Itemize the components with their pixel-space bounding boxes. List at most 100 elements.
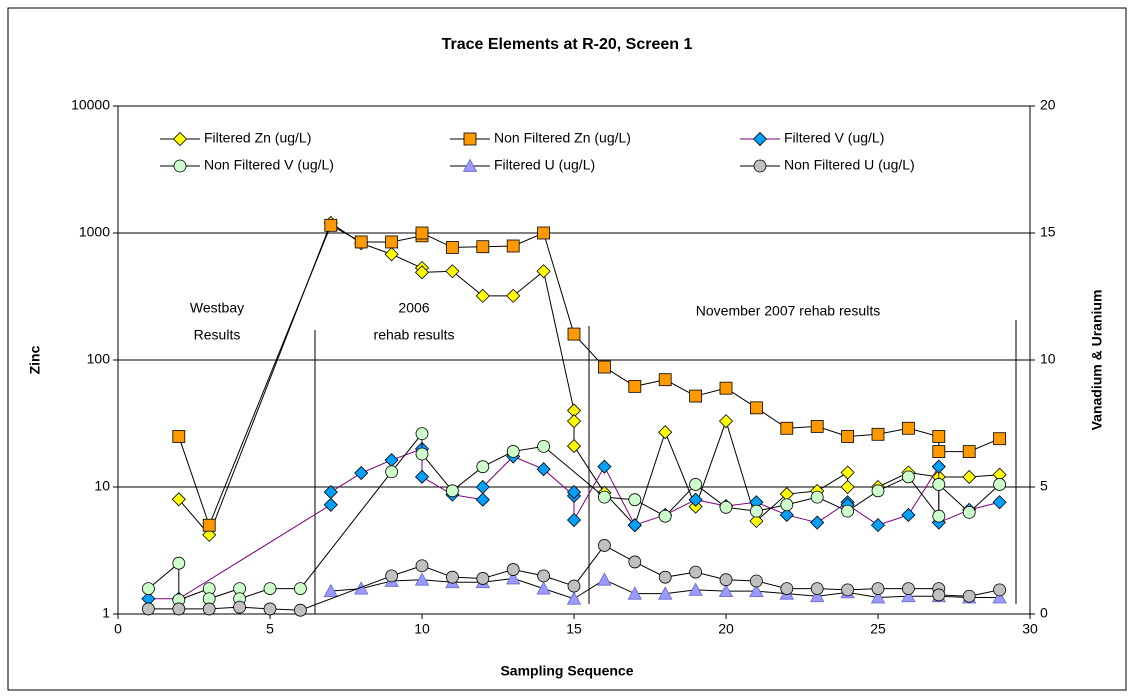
marker	[567, 579, 581, 593]
annotation: 2006	[398, 300, 429, 316]
y2-tick-label: 15	[1040, 224, 1056, 240]
annotation: rehab results	[374, 327, 455, 343]
plot-frame	[117, 105, 1031, 615]
marker	[598, 539, 611, 552]
marker	[566, 439, 582, 454]
x-tick-label: 5	[266, 621, 274, 637]
marker	[598, 360, 611, 374]
marker	[810, 582, 824, 595]
marker	[840, 465, 855, 480]
marker	[718, 583, 734, 598]
marker	[841, 583, 854, 597]
marker	[597, 572, 612, 586]
marker	[962, 589, 976, 603]
marker	[810, 588, 825, 603]
marker	[445, 264, 460, 279]
marker	[354, 235, 368, 249]
marker	[324, 218, 338, 232]
marker	[627, 586, 642, 600]
marker	[445, 570, 459, 584]
annotation: November 2007 rehab results	[696, 303, 880, 319]
marker	[463, 132, 477, 146]
marker	[810, 490, 824, 504]
marker	[931, 459, 946, 474]
marker	[810, 515, 825, 530]
marker	[385, 465, 399, 479]
y2-tick-label: 20	[1040, 97, 1056, 113]
x-tick-label: 10	[414, 621, 430, 637]
marker	[414, 469, 430, 484]
y2-axis-title: Vanadium & Uranium	[1089, 290, 1105, 431]
marker	[628, 493, 642, 507]
marker	[871, 484, 885, 498]
marker	[993, 478, 1006, 491]
series-line	[148, 544, 1000, 611]
y-tick-label: 100	[87, 351, 111, 367]
marker	[476, 460, 490, 474]
x-tick-label: 15	[566, 621, 582, 637]
marker	[810, 420, 824, 433]
chart-title: Trace Elements at R-20, Screen 1	[442, 36, 693, 53]
marker	[658, 373, 672, 387]
marker	[658, 586, 673, 600]
legend-label: Filtered Zn (ug/L)	[204, 130, 311, 146]
x-tick-label: 20	[718, 621, 734, 637]
marker	[141, 602, 155, 616]
marker	[445, 484, 459, 498]
marker	[506, 239, 520, 253]
marker	[323, 497, 338, 512]
marker	[462, 158, 478, 172]
marker	[384, 247, 399, 262]
y2-tick-label: 10	[1040, 351, 1056, 367]
marker	[752, 131, 768, 147]
marker	[598, 490, 611, 504]
marker	[902, 421, 915, 435]
marker	[233, 600, 247, 614]
marker	[992, 495, 1007, 510]
legend-label: Non Filtered V (ug/L)	[204, 157, 334, 173]
marker	[415, 447, 429, 461]
marker	[840, 479, 855, 495]
marker	[202, 602, 216, 616]
marker	[475, 479, 490, 495]
marker	[962, 506, 976, 519]
marker	[932, 509, 946, 523]
marker	[841, 430, 854, 443]
marker	[536, 264, 551, 279]
marker	[172, 602, 186, 616]
marker	[932, 445, 946, 458]
marker	[689, 565, 702, 579]
marker	[445, 241, 459, 254]
y-tick-label: 1000	[79, 224, 110, 240]
marker	[750, 504, 763, 518]
marker	[475, 492, 490, 507]
marker	[688, 582, 703, 596]
marker	[202, 518, 216, 532]
marker	[141, 582, 155, 595]
marker	[719, 573, 733, 587]
marker	[171, 492, 186, 507]
marker	[293, 603, 307, 617]
marker	[870, 518, 886, 533]
marker	[870, 590, 886, 604]
marker	[415, 559, 429, 573]
marker	[962, 445, 976, 458]
marker	[537, 569, 550, 583]
marker	[566, 485, 582, 500]
marker	[323, 485, 338, 500]
marker	[932, 478, 946, 491]
y-tick-label: 10	[94, 478, 110, 494]
y2-tick-label: 0	[1040, 605, 1048, 621]
marker	[962, 469, 977, 485]
marker	[293, 582, 307, 595]
marker	[385, 569, 399, 583]
marker	[902, 470, 915, 484]
marker	[993, 432, 1006, 446]
marker	[475, 288, 490, 303]
marker	[658, 425, 673, 440]
marker	[658, 570, 672, 584]
marker	[567, 327, 581, 341]
marker	[172, 430, 186, 443]
marker	[689, 478, 702, 491]
